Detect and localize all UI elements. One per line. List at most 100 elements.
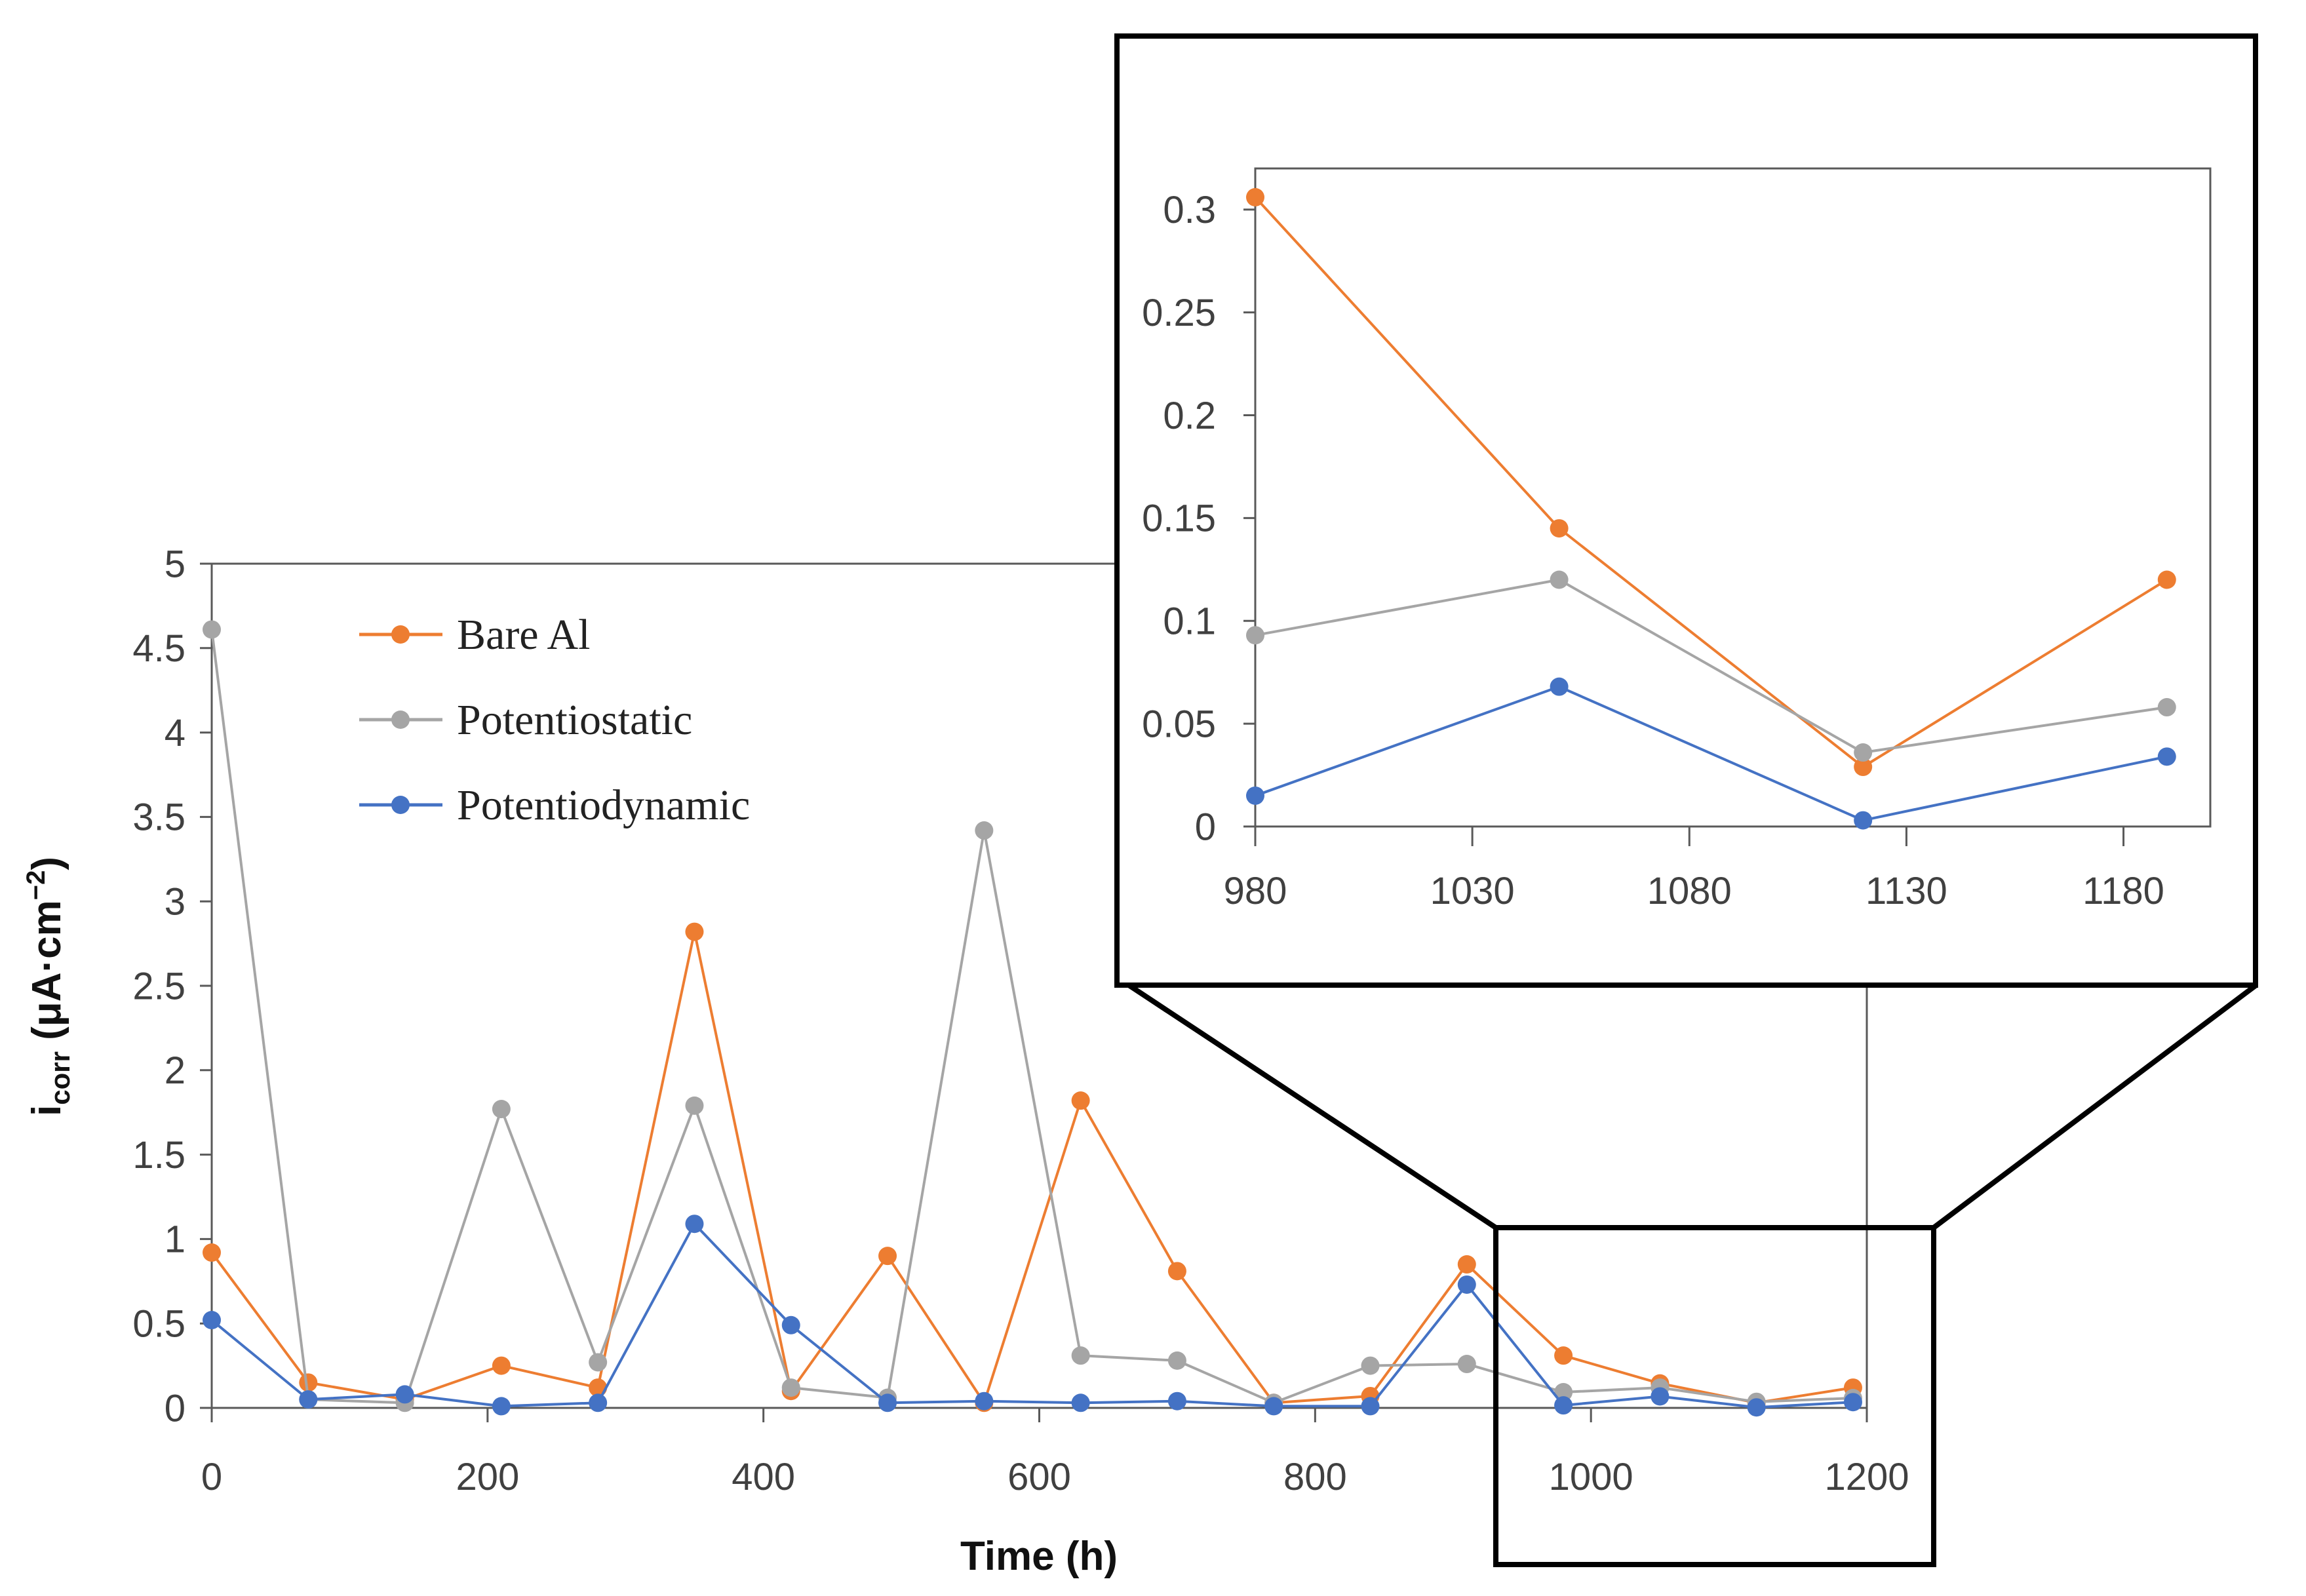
main-y-tick-label: 1 <box>165 1218 186 1261</box>
inset-frame <box>1114 33 2258 988</box>
legend-marker-bare-al <box>391 625 410 644</box>
inset-line-bare-al <box>1254 196 2168 769</box>
inset-point-potentiodynamic <box>1246 786 1264 805</box>
inset-y-tick-label: 0.15 <box>1142 497 1216 540</box>
main-x-tick-label: 400 <box>732 1456 795 1498</box>
inset-plot-area <box>1254 167 2212 828</box>
main-point-bare-al <box>1167 1262 1186 1281</box>
inset-point-potentiodynamic <box>1854 811 1873 830</box>
main-y-tick-label: 4 <box>165 712 186 754</box>
main-point-potentiodynamic <box>589 1393 608 1412</box>
main-point-potentiodynamic <box>1554 1396 1573 1415</box>
main-point-bare-al <box>878 1247 897 1266</box>
legend-label-bare-al: Bare Al <box>457 611 590 659</box>
legend-label-potentiodynamic: Potentiodynamic <box>457 781 750 829</box>
legend-item-bare-al: Bare Al <box>359 611 590 659</box>
inset-series <box>1246 187 2176 830</box>
main-x-tick-label: 800 <box>1283 1456 1347 1498</box>
main-y-tick-label: 2 <box>165 1049 186 1092</box>
y-axis-title: icorr (μA·cm−2) <box>22 857 75 1116</box>
inset-y-axis: 0 0.05 0.1 0.15 0.2 0.25 0.3 <box>1142 189 1255 848</box>
main-point-potentiodynamic <box>1071 1393 1090 1412</box>
main-x-tick-label: 600 <box>1007 1456 1071 1498</box>
legend-item-potentiodynamic: Potentiodynamic <box>359 781 750 829</box>
main-point-potentiodynamic <box>1457 1275 1476 1294</box>
inset-x-tick-label: 1030 <box>1430 870 1515 912</box>
main-point-potentiodynamic <box>878 1393 897 1412</box>
inset-y-tick-label: 0.05 <box>1142 703 1216 745</box>
main-point-potentiodynamic <box>203 1311 221 1330</box>
main-point-potentiostatic <box>1457 1355 1476 1374</box>
inset-y-tick-label: 0.25 <box>1142 292 1216 334</box>
x-axis-title: Time (h) <box>960 1534 1118 1579</box>
main-point-potentiodynamic <box>685 1215 704 1234</box>
main-point-potentiodynamic <box>1361 1397 1380 1416</box>
zoom-connector-right <box>1932 983 2258 1230</box>
inset-point-potentiostatic <box>1550 570 1569 589</box>
y-axis-title-unit: (μA·cm <box>24 900 69 1051</box>
main-y-tick-label: 3.5 <box>132 796 186 839</box>
main-point-potentiodynamic <box>1843 1393 1862 1412</box>
inset-point-bare-al <box>1550 519 1569 538</box>
main-y-tick-label: 3 <box>165 881 186 924</box>
inset-x-tick-label: 980 <box>1224 870 1287 912</box>
main-point-potentiodynamic <box>395 1385 414 1404</box>
main-point-potentiostatic <box>492 1100 511 1119</box>
y-axis-title-close: ) <box>24 857 69 870</box>
zoom-connector-left <box>1127 983 1498 1230</box>
inset-series-bare-al <box>1246 187 2176 777</box>
main-point-potentiostatic <box>203 620 221 639</box>
main-x-tick-label: 200 <box>456 1456 519 1498</box>
inset-point-potentiostatic <box>1854 743 1873 762</box>
main-y-tick-label: 4.5 <box>132 627 186 670</box>
inset-point-bare-al <box>1854 758 1873 777</box>
main-point-potentiostatic <box>1071 1346 1090 1365</box>
main-y-tick-label: 2.5 <box>132 965 186 1007</box>
main-series-potentiodynamic <box>203 1215 1862 1417</box>
main-point-potentiodynamic <box>492 1397 511 1416</box>
y-axis-title-main: i <box>24 1105 69 1116</box>
main-y-axis: 0 0.5 1 1.5 2 2.5 3 3.5 4 4.5 5 <box>132 543 212 1430</box>
main-point-bare-al <box>492 1356 511 1375</box>
main-point-potentiodynamic <box>1747 1398 1766 1417</box>
main-line-potentiostatic <box>210 629 1854 1405</box>
legend: Bare Al Potentiostatic Potentiodynamic <box>359 611 750 829</box>
main-point-potentiostatic <box>1554 1383 1573 1402</box>
main-point-potentiodynamic <box>781 1315 800 1334</box>
main-y-tick-label: 0.5 <box>132 1303 186 1346</box>
y-axis-title-subscript: corr <box>45 1051 75 1105</box>
inset-point-potentiodynamic <box>1550 677 1569 696</box>
main-point-potentiostatic <box>1167 1351 1186 1370</box>
inset-x-tick-label: 1080 <box>1647 870 1732 912</box>
legend-item-potentiostatic: Potentiostatic <box>359 696 692 744</box>
main-line-potentiodynamic <box>210 1221 1854 1409</box>
main-point-potentiostatic <box>975 821 994 840</box>
inset-line-potentiodynamic <box>1255 685 2168 822</box>
legend-label-potentiostatic: Potentiostatic <box>457 696 692 744</box>
inset-line-potentiostatic <box>1255 578 2168 754</box>
inset-y-tick-label: 0 <box>1195 806 1216 848</box>
inset-y-tick-label: 0.3 <box>1163 189 1216 231</box>
main-point-bare-al <box>685 922 704 941</box>
main-x-tick-label: 1000 <box>1549 1456 1633 1498</box>
main-point-potentiostatic <box>685 1096 704 1115</box>
main-point-bare-al <box>1554 1346 1573 1365</box>
inset-series-potentiodynamic <box>1246 677 2176 830</box>
main-point-bare-al <box>1457 1255 1476 1274</box>
inset-chart: 0 0.05 0.1 0.15 0.2 0.25 0.3 980 1030 1080 1130 11… <box>1114 33 2258 988</box>
inset-point-potentiostatic <box>1246 626 1264 645</box>
main-x-axis: 0 200 400 600 800 1000 1200 <box>201 1408 1909 1498</box>
legend-marker-potentiodynamic <box>391 796 410 814</box>
main-point-bare-al <box>299 1373 318 1392</box>
y-axis-title-superscript: −2 <box>22 870 50 901</box>
main-point-potentiostatic <box>781 1378 800 1397</box>
inset-point-bare-al <box>1246 187 1264 206</box>
inset-point-potentiostatic <box>2157 698 2176 717</box>
inset-point-potentiodynamic <box>2157 747 2176 766</box>
main-point-potentiostatic <box>1361 1356 1380 1375</box>
inset-y-tick-label: 0.2 <box>1163 395 1216 437</box>
main-y-tick-label: 1.5 <box>132 1134 186 1177</box>
main-point-bare-al <box>1071 1091 1090 1110</box>
main-point-potentiodynamic <box>1651 1387 1670 1406</box>
inset-series-potentiostatic <box>1246 570 2176 762</box>
